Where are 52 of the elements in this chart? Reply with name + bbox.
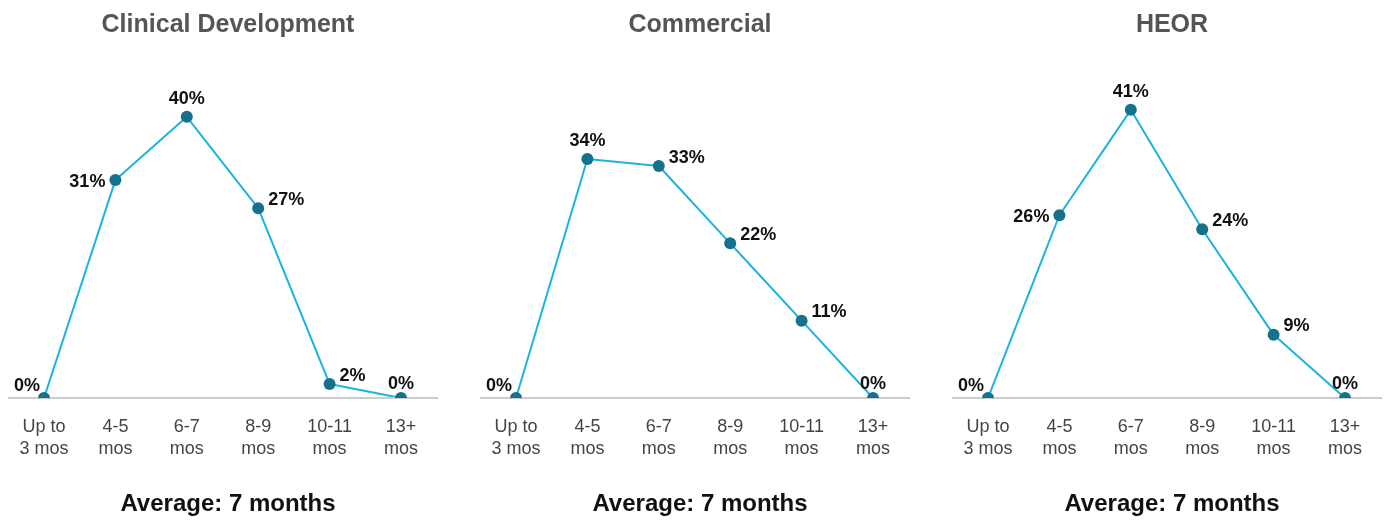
data-label: 22% [740,224,777,245]
data-label: 9% [1283,315,1310,336]
chart-title: Clinical Development [100,8,356,38]
x-tick-label: 8-9 mos [241,416,276,458]
x-tick-label: 6-7 mos [169,416,204,458]
data-label: 41% [1112,80,1149,101]
data-label: 0% [957,374,984,395]
x-tick-label: 8-9 mos [713,416,748,458]
x-tick-label: 10-11 mos [1251,416,1296,458]
chart-title: Commercial [627,8,773,38]
x-tick-label: 13+ mos [383,416,419,458]
data-label: 24% [1212,210,1249,231]
data-label: 27% [268,188,305,209]
x-tick-label: 13+ mos [855,416,891,458]
data-label: 0% [13,374,40,395]
chart-title: HEOR [1134,8,1210,38]
x-tick-label: 6-7 mos [641,416,676,458]
data-label: 0% [859,372,887,393]
x-tick-label: 10-11 mos [307,416,352,458]
x-tick-label: 10-11 mos [779,416,824,458]
point [180,110,193,123]
point [1267,328,1280,341]
point [1053,209,1066,222]
x-tick-label: Up to 3 mos [19,416,69,458]
text: Average: 7 months [1063,488,1281,518]
data-label: 31% [69,170,106,191]
point [795,314,808,327]
x-tick-label: 4-5 mos [98,416,133,458]
point [581,153,594,166]
data-label: 0% [1331,372,1359,393]
point [652,160,665,173]
point [109,174,122,187]
x-tick-label: 8-9 mos [1185,416,1220,458]
data-label: 11% [811,301,847,322]
data-label: 0% [485,374,512,395]
data-label: 2% [339,364,366,385]
point [1196,223,1209,236]
text: Average: 7 months [591,488,809,518]
x-tick-label: 4-5 mos [570,416,605,458]
data-label: 26% [1013,206,1050,226]
x-tick-label: Up to 3 mos [491,416,541,458]
data-label: 40% [168,87,205,108]
x-tick-label: 4-5 mos [1042,416,1077,458]
data-label: 34% [569,129,606,150]
text: Average: 7 months [119,488,337,518]
point [724,237,737,250]
x-tick-label: Up to 3 mos [963,416,1013,458]
data-label: 33% [668,146,705,167]
point [252,202,265,215]
x-tick-label: 13+ mos [1327,416,1363,458]
data-label: 0% [387,372,415,393]
x-tick-label: 6-7 mos [1113,416,1148,458]
